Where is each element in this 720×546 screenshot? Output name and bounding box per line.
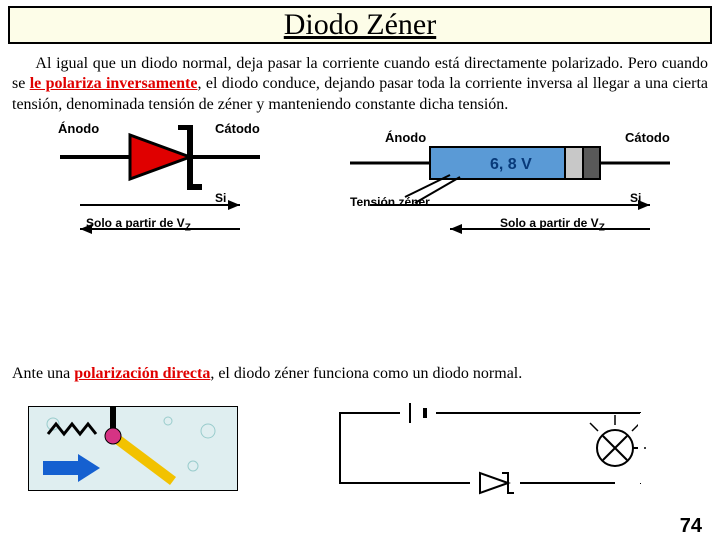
- direct-polarization-text: polarización directa: [74, 365, 210, 382]
- valve-analogy: [28, 406, 238, 496]
- component-si-label: Si: [630, 191, 641, 205]
- page-number: 74: [680, 515, 702, 538]
- page-title: Diodo Zéner: [284, 8, 436, 41]
- symbol-si-label: Si: [215, 191, 226, 205]
- circuit-svg: [330, 401, 650, 496]
- zener-component: 6, 8 V Ánodo Cátodo Tensión zéner Si Sol…: [350, 125, 680, 245]
- voltage-text: 6, 8 V: [490, 156, 532, 173]
- circuit-diagram: [330, 401, 650, 501]
- title-box: Diodo Zéner: [8, 6, 712, 44]
- intro-paragraph: Al igual que un diodo normal, deja pasar…: [12, 54, 708, 115]
- conclusion-paragraph: Ante una polarización directa, el diodo …: [12, 365, 708, 383]
- zener-symbol: Ánodo Cátodo Si Solo a partir de VZ: [60, 125, 270, 245]
- component-anode-label: Ánodo: [385, 130, 426, 145]
- component-vz-label: Solo a partir de VZ: [500, 216, 605, 233]
- valve-svg: [28, 406, 238, 491]
- tension-zener-label: Tensión zéner: [350, 195, 430, 209]
- symbol-anode-label: Ánodo: [58, 121, 99, 136]
- component-cathode-label: Cátodo: [625, 130, 670, 145]
- symbol-cathode-label: Cátodo: [215, 121, 260, 136]
- diagram-row: Ánodo Cátodo Si Solo a partir de VZ 6, 8…: [0, 125, 720, 245]
- inverse-polarization-text: le polariza inversamente: [30, 75, 198, 92]
- symbol-vz-label: Solo a partir de VZ: [86, 216, 191, 233]
